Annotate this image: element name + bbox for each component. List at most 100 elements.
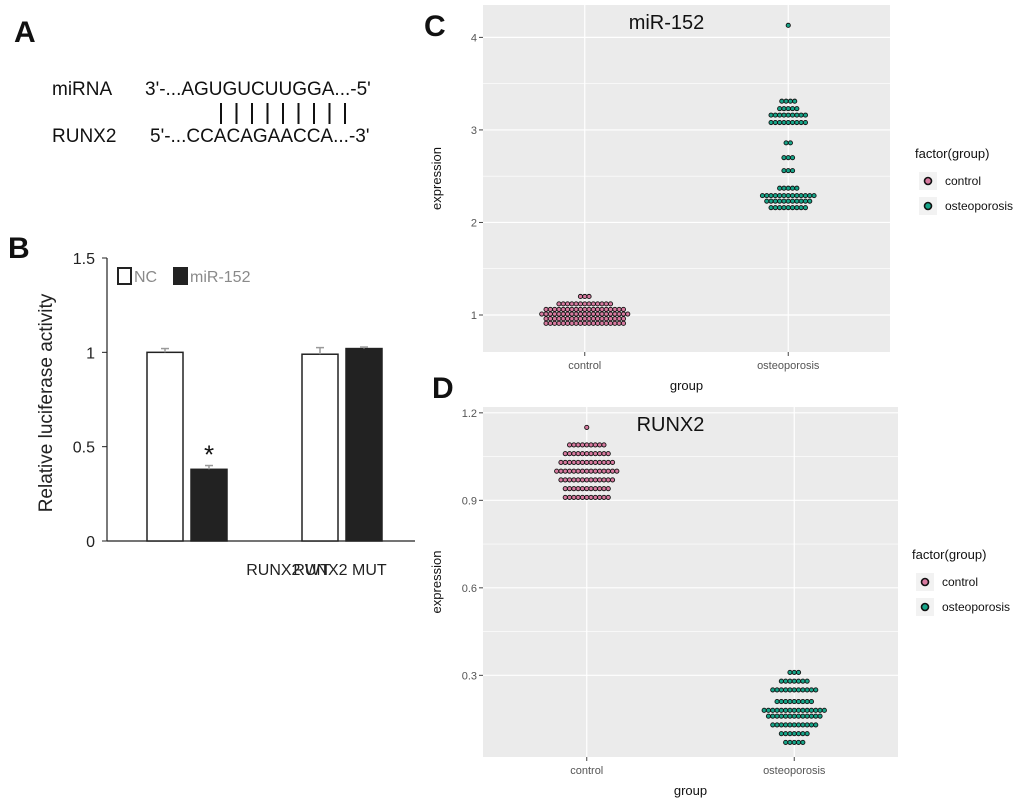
d-dot-control — [562, 451, 568, 457]
c-dot-control — [560, 320, 566, 326]
d-dot-osteoporosis — [808, 687, 815, 693]
d-dot-osteoporosis — [804, 678, 810, 684]
c-dot-osteoporosis — [790, 193, 796, 199]
d-dot-osteoporosis — [796, 699, 802, 705]
c-dot-osteoporosis — [777, 112, 783, 118]
c-dot-osteoporosis — [798, 119, 804, 126]
c-x-tick-label: control — [568, 360, 601, 372]
c-dot-control — [603, 320, 609, 326]
panel-letter-d: D — [432, 372, 454, 405]
d-dot-osteoporosis — [800, 699, 806, 705]
c-dot-control — [616, 306, 622, 312]
d-dot-osteoporosis — [796, 722, 802, 728]
d-dot-osteoporosis — [821, 707, 827, 713]
bar-nc-mut — [301, 353, 339, 542]
c-dot-osteoporosis — [811, 193, 817, 199]
d-dot-control — [605, 451, 611, 457]
d-dot-osteoporosis — [787, 699, 793, 705]
d-dot-control — [562, 459, 568, 465]
d-dot-control — [597, 477, 603, 483]
d-dot-control — [562, 486, 568, 492]
d-dot-osteoporosis — [770, 713, 776, 719]
d-dot-osteoporosis — [791, 678, 797, 684]
d-dot-osteoporosis — [774, 713, 780, 719]
c-dot-control — [556, 306, 562, 312]
d-dot-control — [562, 494, 568, 500]
c-dot-osteoporosis — [794, 198, 800, 204]
c-dot-osteoporosis — [768, 193, 774, 199]
d-legend-title: factor(group) — [912, 547, 986, 562]
d-dot-control — [567, 451, 573, 457]
significance-asterisk: * — [204, 440, 214, 470]
c-dot-control — [565, 301, 571, 307]
d-dot-osteoporosis — [787, 678, 793, 684]
c-dot-control — [577, 293, 584, 300]
c-dot-osteoporosis — [794, 112, 800, 118]
c-dot-osteoporosis — [777, 198, 783, 204]
d-dot-osteoporosis — [804, 713, 810, 719]
c-dot-osteoporosis — [764, 193, 770, 199]
d-dot-control — [592, 451, 598, 457]
c-dot-control — [603, 301, 609, 307]
d-dot-control — [567, 486, 573, 492]
c-x-axis-title: group — [670, 378, 703, 393]
c-dot-osteoporosis — [794, 106, 800, 112]
c-dot-osteoporosis — [785, 119, 791, 126]
c-dot-osteoporosis — [785, 106, 791, 112]
d-dot-control — [571, 486, 577, 492]
d-dot-control — [562, 468, 568, 474]
d-dot-control — [575, 494, 581, 500]
runx2-dotplot: 0.3 0.6 0.9 1.2 control osteoporosis RUNX2 grou… — [429, 407, 1010, 798]
c-dot-osteoporosis — [807, 193, 813, 199]
c-dot-control — [620, 316, 627, 322]
d-dot-control — [588, 477, 594, 483]
c-dot-control — [590, 320, 596, 326]
d-x-axis-title: group — [674, 783, 707, 798]
d-dot-osteoporosis — [761, 707, 767, 713]
c-dot-control — [565, 306, 571, 312]
mirna-sequence: 3'-...AGUGUCUUGGA...-5' — [145, 79, 371, 100]
d-legend-label-control: control — [942, 575, 978, 589]
c-dot-control — [543, 311, 549, 317]
c-dot-control — [616, 316, 622, 322]
c-dot-control — [590, 301, 596, 307]
c-dot-osteoporosis — [785, 193, 791, 199]
d-dot-osteoporosis — [791, 731, 797, 737]
c-dot-control — [569, 311, 575, 317]
c-dot-osteoporosis — [781, 155, 787, 161]
d-dot-control — [575, 477, 581, 483]
d-dot-osteoporosis — [813, 707, 819, 713]
c-dot-osteoporosis — [781, 205, 787, 211]
c-dot-control — [595, 320, 601, 326]
c-dot-osteoporosis — [790, 155, 796, 161]
d-dot-control — [562, 477, 568, 483]
c-dot-control — [599, 320, 605, 326]
c-dot-control — [599, 306, 605, 312]
d-dot-control — [575, 451, 581, 457]
d-dot-control — [579, 477, 586, 483]
c-dot-osteoporosis — [790, 205, 796, 211]
c-dot-osteoporosis — [781, 185, 787, 191]
c-dot-control — [582, 306, 588, 312]
legend-swatch-mir152 — [173, 267, 188, 285]
c-dot-control — [560, 316, 566, 322]
target-label: RUNX2 — [52, 126, 116, 147]
c-dot-control — [560, 301, 566, 307]
d-dot-control — [575, 468, 581, 474]
b-legend: NC miR-152 — [117, 267, 251, 286]
d-dot-control — [571, 451, 577, 457]
c-y-tick-label: 4 — [471, 32, 477, 44]
d-dot-osteoporosis — [770, 707, 776, 713]
c-dot-osteoporosis — [777, 106, 783, 112]
c-dot-osteoporosis — [785, 155, 791, 161]
d-dot-control — [597, 494, 603, 500]
d-dot-osteoporosis — [783, 678, 789, 684]
d-dot-osteoporosis — [787, 731, 793, 737]
c-dot-control — [577, 311, 584, 317]
d-dot-osteoporosis — [800, 722, 806, 728]
d-dot-osteoporosis — [813, 722, 819, 728]
d-y-tick-label: 1.2 — [462, 408, 477, 420]
mirna-label: miRNA — [52, 79, 112, 100]
d-dot-control — [601, 486, 607, 492]
d-dot-control — [579, 494, 586, 500]
